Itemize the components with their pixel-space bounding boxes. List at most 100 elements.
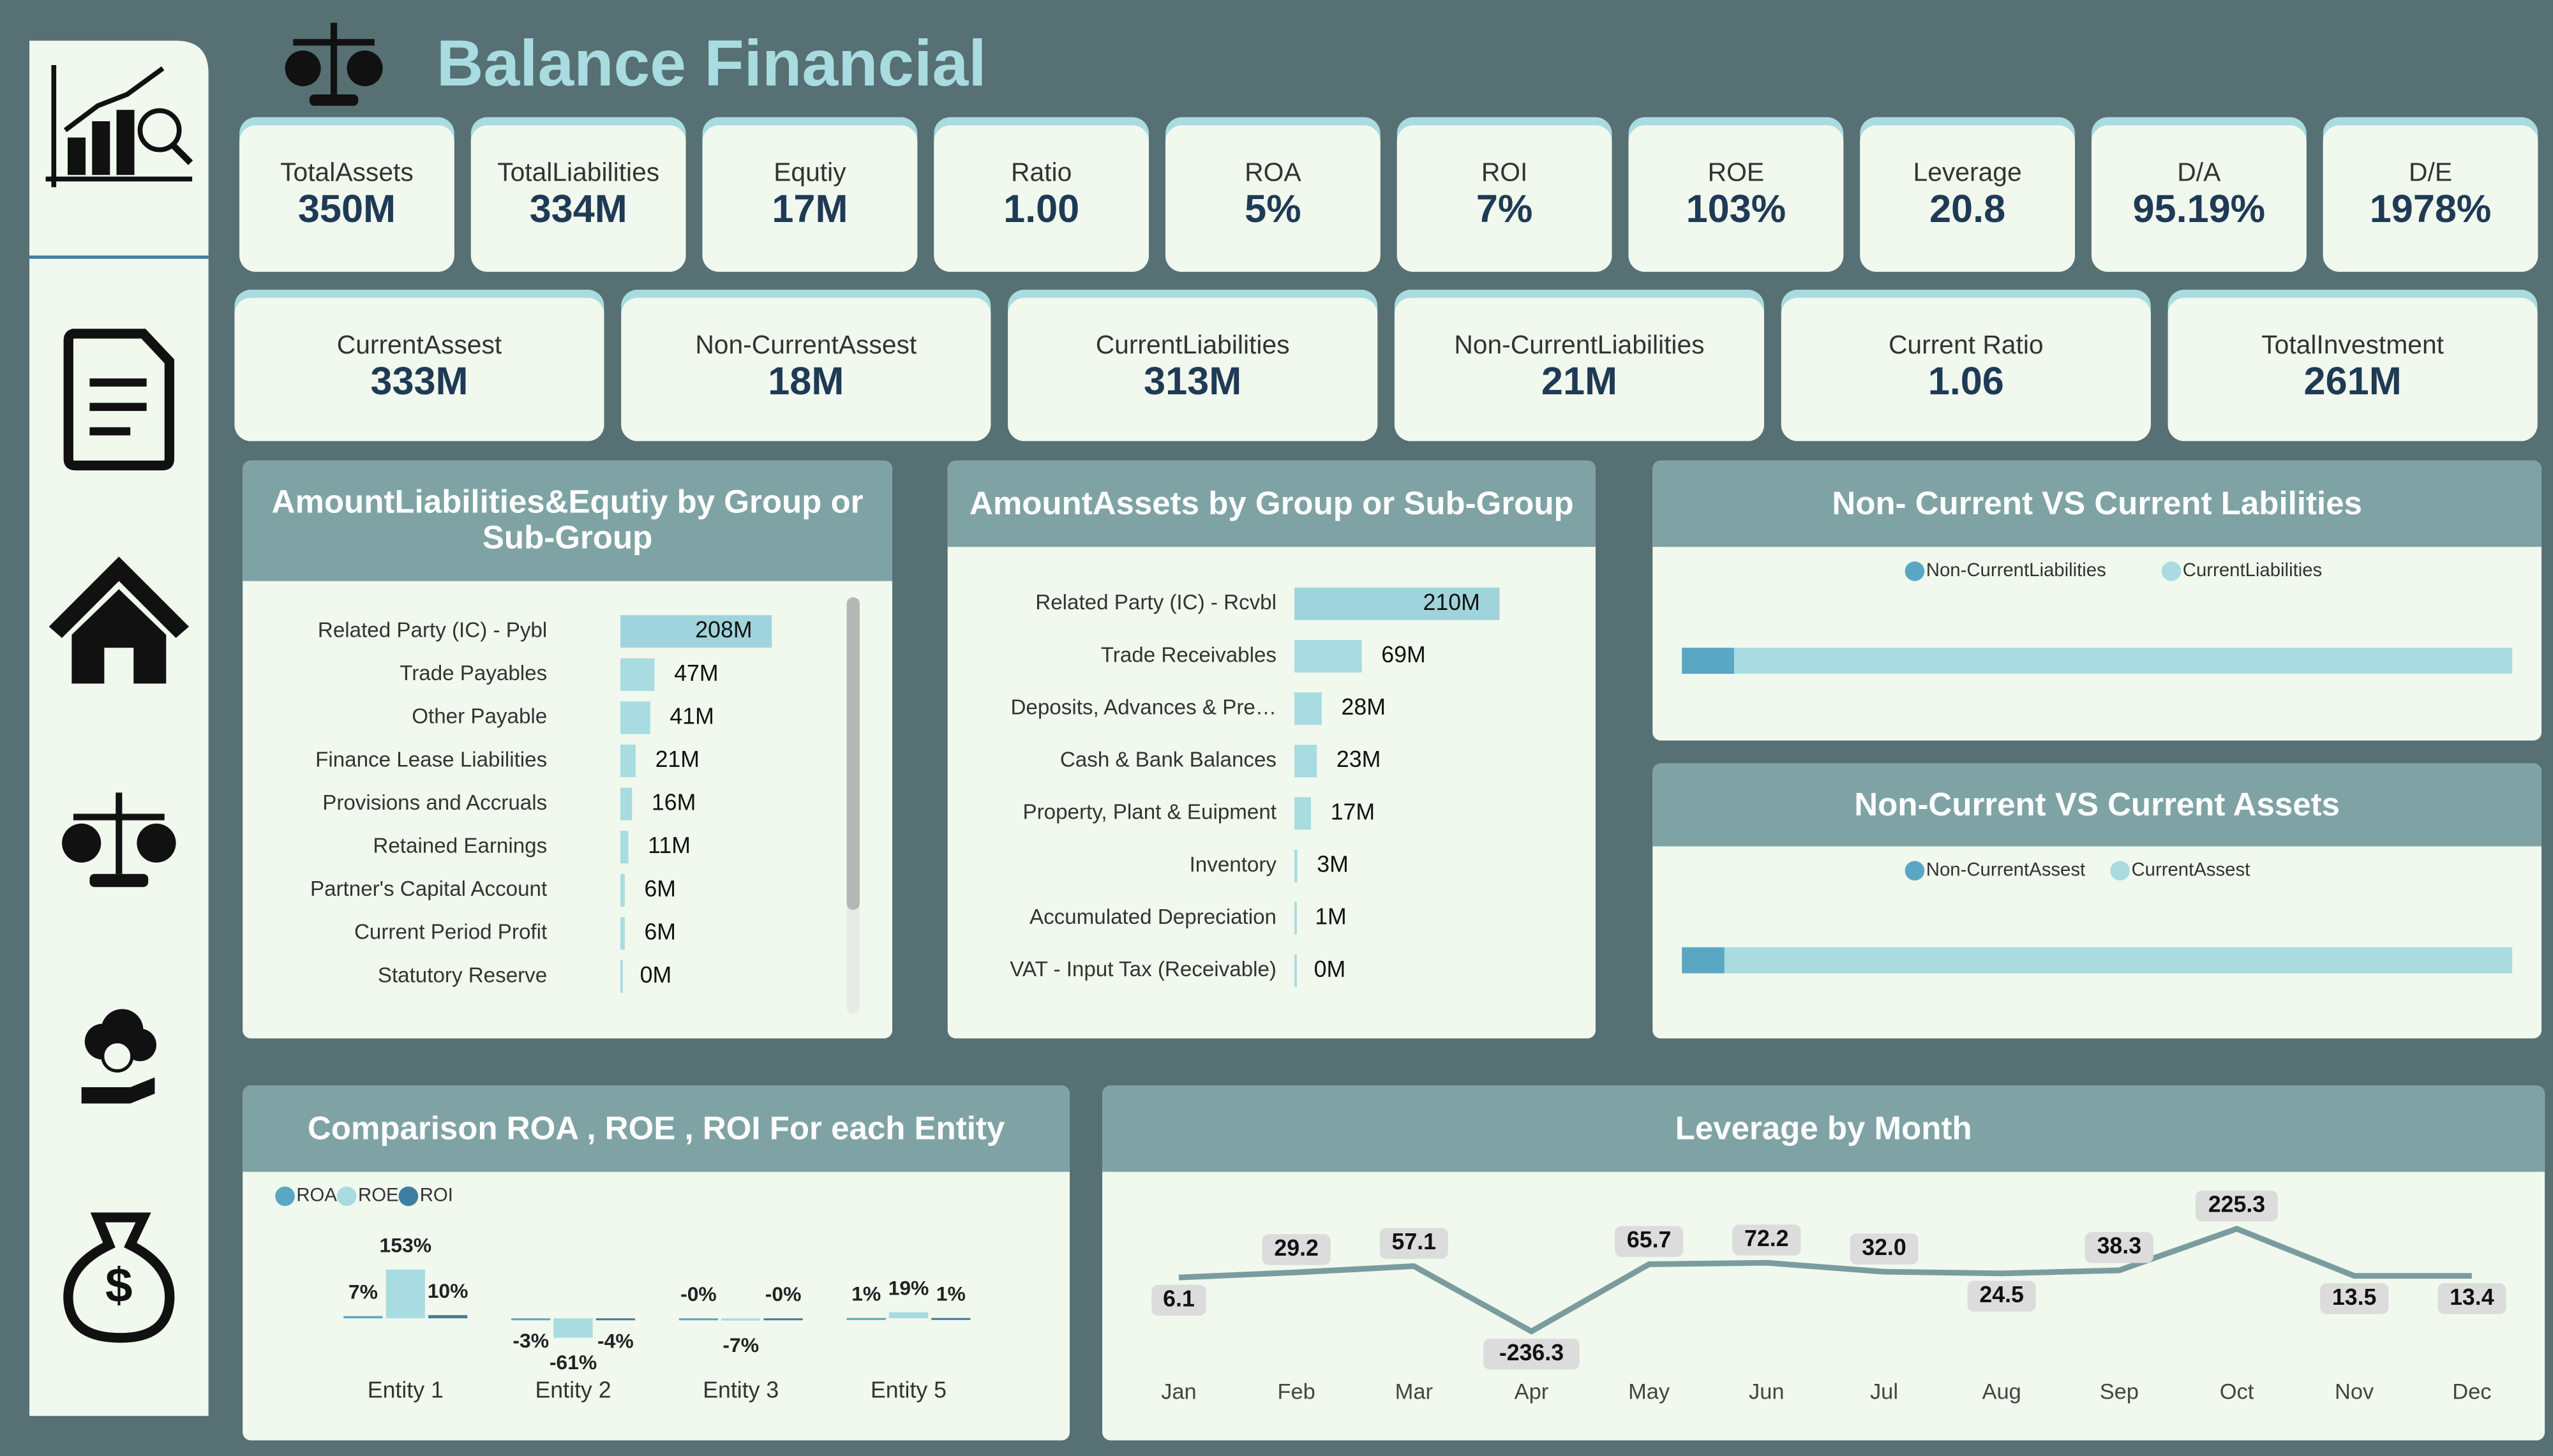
kpi-label: ROI: [1481, 158, 1528, 187]
legend-swatch: [336, 1186, 357, 1207]
label-box: [1483, 1339, 1580, 1370]
x-tick-label: Apr: [1515, 1380, 1549, 1404]
value-label: -236.3: [1499, 1340, 1564, 1365]
scroll-thumb: [846, 597, 860, 910]
category-label: Retained Earnings: [373, 834, 547, 858]
x-tick-label: Dec: [2452, 1380, 2491, 1404]
value-label: 29.2: [1274, 1235, 1319, 1261]
label-box: [2437, 1283, 2506, 1314]
label-box: [2320, 1283, 2389, 1314]
value-label: 3M: [1317, 851, 1349, 877]
kpi-card: [239, 125, 454, 272]
kpi-card: [1781, 297, 2151, 442]
kpi-label: CurrentAssest: [337, 330, 502, 359]
header-logo: [285, 22, 383, 106]
panel-header-base: [1102, 1162, 2545, 1172]
x-tick-label: Feb: [1277, 1380, 1315, 1404]
kpi-label: Current Ratio: [1889, 330, 2044, 359]
bar: [931, 1318, 971, 1320]
category-label: Deposits, Advances & Pre…: [1010, 695, 1276, 719]
home-icon[interactable]: [49, 556, 190, 684]
value-label: 32.0: [1862, 1235, 1906, 1260]
kpi-card: [1008, 297, 1378, 442]
legend-label: Non-CurrentLiabilities: [1926, 560, 2106, 581]
legend-swatch: [1905, 561, 1925, 581]
svg-text:$: $: [105, 1259, 133, 1313]
legend-swatch: [275, 1186, 295, 1207]
value-label: 47M: [674, 660, 718, 686]
panel-title: Leverage by Month: [1675, 1110, 1972, 1147]
line: [1178, 1226, 2472, 1335]
category-label: Entity 3: [703, 1377, 779, 1402]
kpi-value: 17M: [772, 187, 848, 230]
value-label: 17M: [1331, 799, 1375, 824]
value-label: 57.1: [1392, 1229, 1437, 1254]
value-label: 208M: [695, 617, 752, 643]
panel-header: [1652, 460, 2542, 547]
kpi-value: 21M: [1541, 359, 1617, 403]
x-tick-label: Aug: [1982, 1380, 2021, 1404]
category-label: Property, Plant & Euipment: [1023, 801, 1276, 824]
bar: [1294, 639, 1362, 673]
kpi-value: 7%: [1476, 187, 1532, 230]
value-label: 23M: [1336, 747, 1381, 772]
value-label: 210M: [1423, 590, 1480, 615]
bar: [1294, 745, 1317, 778]
investment-icon[interactable]: [81, 1009, 157, 1104]
bar: [620, 960, 623, 993]
bar: [620, 873, 625, 907]
value-label: 7%: [348, 1280, 378, 1303]
value-label: 6M: [644, 876, 676, 902]
value-label: 0M: [1314, 956, 1346, 982]
kpi-label: ROE: [1708, 158, 1764, 187]
x-tick-label: Jul: [1870, 1380, 1898, 1404]
bar: [620, 745, 636, 778]
bar: [678, 1318, 719, 1321]
kpi-card: [2323, 125, 2538, 272]
kpi-label: D/E: [2409, 158, 2452, 187]
panel-title-box: AmountLiabilities&Equtiy by Group or Sub…: [272, 485, 864, 556]
panel-header: [1102, 1085, 2545, 1172]
kpi-label: Ratio: [1011, 158, 1072, 187]
bar: [1294, 692, 1322, 725]
value-label: -3%: [513, 1329, 549, 1352]
panel-title: AmountAssets by Group or Sub-Group: [970, 486, 1574, 522]
kpi-value: 95.19%: [2132, 187, 2265, 230]
money-bag-icon[interactable]: $: [63, 1212, 175, 1343]
category-label: Entity 5: [871, 1377, 947, 1402]
bar: [620, 658, 655, 691]
document-icon[interactable]: [63, 329, 175, 471]
bar: [763, 1318, 803, 1321]
category-label: Statutory Reserve: [378, 963, 547, 987]
value-label: -0%: [765, 1282, 802, 1305]
kpi-card: [470, 125, 686, 272]
kpi-value: 313M: [1144, 359, 1241, 403]
bar-segment: [1724, 947, 2513, 974]
value-label: 153%: [380, 1233, 432, 1256]
category-label: Inventory: [1190, 853, 1277, 877]
kpi-label: Equtiy: [774, 158, 846, 187]
kpi-card: [2091, 125, 2307, 272]
bar-segment: [1733, 648, 2513, 674]
bar: [1294, 849, 1298, 882]
bar: [888, 1312, 929, 1319]
value-label: -4%: [597, 1329, 634, 1352]
bar: [1294, 797, 1312, 830]
value-label: 41M: [670, 703, 714, 729]
kpi-card: [1394, 297, 1764, 442]
value-label: 16M: [652, 790, 696, 815]
kpi-value: 1.06: [1928, 359, 2004, 403]
analytics-icon[interactable]: [45, 65, 193, 188]
legend-label: ROA: [296, 1185, 337, 1206]
kpi-label: Non-CurrentAssest: [695, 330, 917, 359]
value-label: -61%: [550, 1351, 597, 1374]
label-box: [1967, 1281, 2036, 1312]
bar: [620, 701, 650, 734]
panel-header-base: [1652, 537, 2542, 547]
category-label: Partner's Capital Account: [310, 877, 547, 901]
x-tick-label: Sep: [2100, 1380, 2139, 1404]
x-tick-label: May: [1628, 1380, 1670, 1404]
balance-icon[interactable]: [62, 792, 176, 888]
category-label: Related Party (IC) - Pybl: [318, 618, 547, 642]
bar: [553, 1318, 593, 1338]
